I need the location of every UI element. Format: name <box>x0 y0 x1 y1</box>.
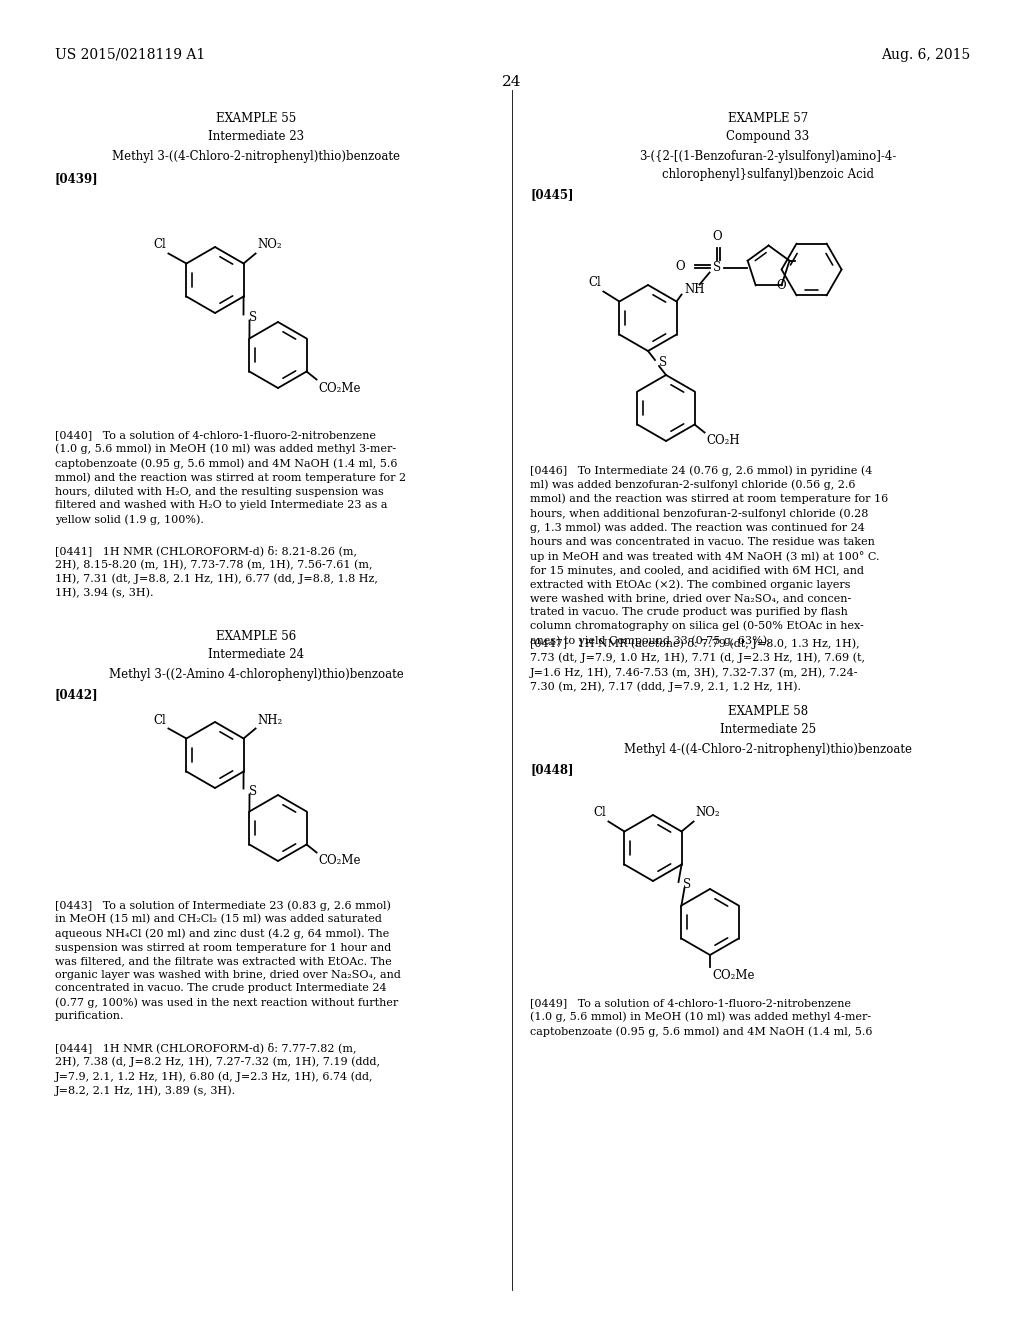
Text: 24: 24 <box>502 75 522 88</box>
Text: NO₂: NO₂ <box>258 239 283 252</box>
Text: US 2015/0218119 A1: US 2015/0218119 A1 <box>55 48 205 62</box>
Text: [0445]: [0445] <box>530 187 573 201</box>
Text: Methyl 3-((4-Chloro-2-nitrophenyl)thio)benzoate: Methyl 3-((4-Chloro-2-nitrophenyl)thio)b… <box>112 150 400 162</box>
Text: S: S <box>713 261 721 275</box>
Text: EXAMPLE 57: EXAMPLE 57 <box>728 112 808 125</box>
Text: [0442]: [0442] <box>55 688 98 701</box>
Text: Methyl 4-((4-Chloro-2-nitrophenyl)thio)benzoate: Methyl 4-((4-Chloro-2-nitrophenyl)thio)b… <box>624 743 912 756</box>
Text: Cl: Cl <box>594 807 606 820</box>
Text: Intermediate 24: Intermediate 24 <box>208 648 304 661</box>
Text: [0444]   1H NMR (CHLOROFORM-d) δ: 7.77-7.82 (m,
2H), 7.38 (d, J=8.2 Hz, 1H), 7.2: [0444] 1H NMR (CHLOROFORM-d) δ: 7.77-7.8… <box>55 1041 380 1096</box>
Text: chlorophenyl}sulfanyl)benzoic Acid: chlorophenyl}sulfanyl)benzoic Acid <box>662 168 874 181</box>
Text: CO₂Me: CO₂Me <box>318 381 361 395</box>
Text: CO₂Me: CO₂Me <box>712 969 755 982</box>
Text: EXAMPLE 55: EXAMPLE 55 <box>216 112 296 125</box>
Text: CO₂Me: CO₂Me <box>318 854 361 867</box>
Text: Methyl 3-((2-Amino 4-chlorophenyl)thio)benzoate: Methyl 3-((2-Amino 4-chlorophenyl)thio)b… <box>109 668 403 681</box>
Text: Aug. 6, 2015: Aug. 6, 2015 <box>881 48 970 62</box>
Text: O: O <box>675 260 685 273</box>
Text: O: O <box>776 279 786 292</box>
Text: [0449]   To a solution of 4-chloro-1-fluoro-2-nitrobenzene
(1.0 g, 5.6 mmol) in : [0449] To a solution of 4-chloro-1-fluor… <box>530 998 872 1036</box>
Text: Cl: Cl <box>154 714 167 726</box>
Text: [0448]: [0448] <box>530 763 573 776</box>
Text: S: S <box>249 785 257 799</box>
Text: Compound 33: Compound 33 <box>726 129 810 143</box>
Text: NO₂: NO₂ <box>695 807 720 820</box>
Text: NH₂: NH₂ <box>258 714 283 726</box>
Text: S: S <box>659 356 667 370</box>
Text: [0441]   1H NMR (CHLOROFORM-d) δ: 8.21-8.26 (m,
2H), 8.15-8.20 (m, 1H), 7.73-7.7: [0441] 1H NMR (CHLOROFORM-d) δ: 8.21-8.2… <box>55 545 378 598</box>
Text: [0440]   To a solution of 4-chloro-1-fluoro-2-nitrobenzene
(1.0 g, 5.6 mmol) in : [0440] To a solution of 4-chloro-1-fluor… <box>55 430 407 525</box>
Text: [0446]   To Intermediate 24 (0.76 g, 2.6 mmol) in pyridine (4
ml) was added benz: [0446] To Intermediate 24 (0.76 g, 2.6 m… <box>530 465 888 645</box>
Text: EXAMPLE 56: EXAMPLE 56 <box>216 630 296 643</box>
Text: CO₂H: CO₂H <box>707 434 740 447</box>
Text: S: S <box>683 879 691 891</box>
Text: Intermediate 23: Intermediate 23 <box>208 129 304 143</box>
Text: [0443]   To a solution of Intermediate 23 (0.83 g, 2.6 mmol)
in MeOH (15 ml) and: [0443] To a solution of Intermediate 23 … <box>55 900 400 1022</box>
Text: Intermediate 25: Intermediate 25 <box>720 723 816 737</box>
Text: NH: NH <box>685 282 706 296</box>
Text: [0439]: [0439] <box>55 172 98 185</box>
Text: EXAMPLE 58: EXAMPLE 58 <box>728 705 808 718</box>
Text: S: S <box>249 312 257 323</box>
Text: [0447]   1H NMR (acetone) δ: 7.79 (dt, J=8.0, 1.3 Hz, 1H),
7.73 (dt, J=7.9, 1.0 : [0447] 1H NMR (acetone) δ: 7.79 (dt, J=8… <box>530 638 865 692</box>
Text: Cl: Cl <box>154 239 167 252</box>
Text: 3-({2-[(1-Benzofuran-2-ylsulfonyl)amino]-4-: 3-({2-[(1-Benzofuran-2-ylsulfonyl)amino]… <box>639 150 897 162</box>
Text: O: O <box>713 230 722 243</box>
Text: Cl: Cl <box>589 276 601 289</box>
